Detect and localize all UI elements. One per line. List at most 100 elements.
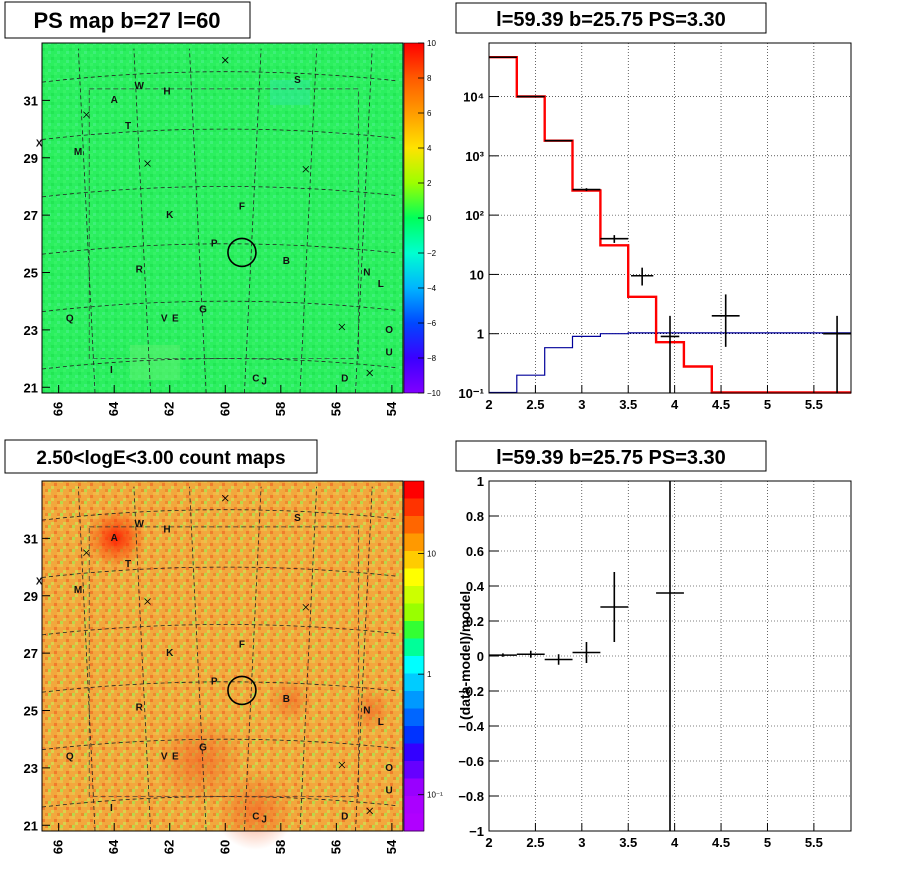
ps-map-title-box	[4, 1, 251, 39]
source-cross-marker	[83, 111, 90, 119]
count-map-grid	[41, 486, 398, 832]
source-label: B	[283, 256, 290, 267]
y-tick-label: −0.4	[458, 719, 484, 734]
y-tick-label: 27	[24, 646, 38, 661]
colorbar-swatch	[404, 603, 424, 622]
longitude-grid-line	[244, 48, 262, 394]
count-map-warm-region	[155, 715, 245, 805]
latitude-grid-line	[41, 186, 398, 198]
colorbar-tick-label: 1	[427, 670, 432, 679]
longitude-grid-line	[189, 486, 207, 832]
source-label: F	[239, 201, 245, 212]
colorbar-swatch	[404, 638, 424, 657]
y-tick-label: 23	[24, 323, 38, 338]
colorbar-swatch	[404, 498, 424, 517]
source-label: C	[252, 812, 259, 823]
x-tick-label: 3	[578, 397, 585, 412]
colorbar-tick-label: 0	[427, 214, 432, 223]
source-cross-marker	[302, 603, 310, 611]
ps-map-grid	[41, 48, 398, 394]
source-cross-marker	[302, 165, 310, 173]
count-colorbar-ticks: 10 1 10⁻¹	[418, 550, 443, 800]
source-label: W	[134, 519, 144, 530]
y-tick-label: 0.4	[466, 579, 485, 594]
ps-map-title: PS map b=27 l=60	[33, 8, 220, 33]
y-tick-label: 0.6	[466, 544, 484, 559]
source-cross-marker	[221, 56, 229, 64]
x-tick-label: 2	[485, 397, 492, 412]
ps-map-x-ticks: 66 64 62 60 58 56 54	[51, 385, 399, 416]
y-tick-label: 0.2	[466, 614, 484, 629]
x-tick-label: 3.5	[619, 835, 637, 850]
x-tick-label: 56	[328, 402, 343, 416]
y-tick-label: 1	[477, 474, 484, 489]
colorbar-swatch	[404, 743, 424, 762]
latitude-grid-line	[41, 681, 398, 693]
x-tick-label: 2	[485, 835, 492, 850]
residual-x-ticks: 2 2.5 3 3.5 4 4.5 5 5.5	[485, 823, 823, 850]
colorbar-swatch	[404, 761, 424, 779]
x-tick-label: 5	[764, 835, 771, 850]
x-tick-label: 2.5	[526, 835, 544, 850]
source-cross-marker	[366, 807, 373, 815]
source-label: E	[172, 313, 179, 324]
spectrum-panel: 2 2.5 3 3.5 4 4.5 5 5.5 10⁻¹ 1 10 10² 10³ 10⁴ l=59.3…	[455, 2, 852, 412]
residual-title-box	[455, 440, 767, 472]
source-label: G	[199, 305, 207, 316]
source-cross-marker	[144, 160, 151, 167]
colorbar-tick-label: −2	[427, 249, 437, 258]
source-label: L	[378, 717, 384, 728]
colorbar-tick-label: 10⁻¹	[427, 791, 443, 800]
latitude-grid-line	[41, 300, 398, 312]
longitude-grid-line	[299, 48, 317, 394]
ps-map-warm-patch	[130, 345, 180, 380]
y-tick-label: −0.6	[458, 754, 484, 769]
background-model-line	[489, 332, 851, 394]
y-tick-label: 21	[24, 380, 38, 395]
spectrum-title-box	[455, 2, 767, 34]
count-map-warm-region	[215, 770, 295, 850]
source-label: K	[166, 648, 174, 659]
source-label: M	[74, 147, 82, 158]
colorbar-tick-label: 6	[427, 109, 432, 118]
colorbar-swatch	[404, 796, 424, 814]
colorbar-swatch	[404, 813, 424, 832]
x-tick-label: 66	[51, 402, 66, 416]
y-tick-label: −0.2	[458, 684, 484, 699]
source-label: G	[199, 743, 207, 754]
source-label: M	[74, 585, 82, 596]
colorbar-tick-label: 2	[427, 179, 432, 188]
latitude-grid-line	[41, 509, 398, 521]
y-tick-label: 10	[470, 267, 484, 282]
colorbar-tick-label: 8	[427, 74, 432, 83]
source-label: Q	[66, 313, 74, 324]
source-label: V	[161, 313, 168, 324]
spectrum-series	[489, 56, 851, 394]
latitude-grid-line	[41, 358, 398, 370]
source-cross-marker	[366, 369, 373, 377]
source-cross-marker	[83, 549, 90, 557]
colorbar-swatch	[404, 708, 424, 727]
colorbar-swatch	[404, 481, 424, 499]
longitude-grid-line	[133, 486, 151, 832]
source-label: S	[294, 75, 301, 86]
colorbar-swatch	[404, 726, 424, 744]
colorbar-swatch	[404, 568, 424, 587]
source-label: I	[110, 803, 113, 814]
source-label: S	[294, 513, 301, 524]
count-map-warm-region	[348, 688, 392, 732]
y-tick-label: 1	[477, 327, 484, 342]
source-label: T	[125, 559, 131, 570]
source-label: A	[111, 95, 118, 106]
latitude-grid-line	[41, 738, 398, 750]
source-cross-marker	[338, 761, 346, 769]
ps-map-y-ticks: 31 29 27 25 23 21	[24, 93, 50, 395]
x-tick-label: 5	[764, 397, 771, 412]
source-label: V	[161, 751, 168, 762]
count-colorbar-frame	[403, 480, 425, 832]
longitude-grid-line	[133, 48, 151, 394]
residual-y-ticks: 1 0.8 0.6 0.4 0.2 0 −0.2 −0.4 −0.6 −0.8 −1	[458, 474, 499, 839]
colorbar-tick-label: −10	[427, 389, 441, 398]
